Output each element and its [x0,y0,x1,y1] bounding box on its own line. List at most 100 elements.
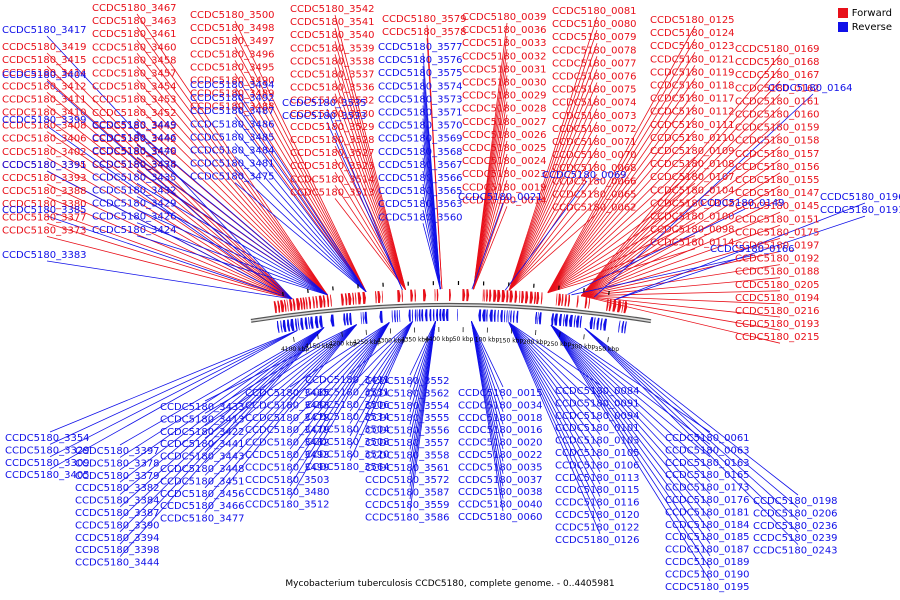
gene-label: CCDC5180_3487 [190,106,275,117]
forward-gene-arrow [588,296,591,309]
gene-label: CCDC5180_0162 [735,83,820,94]
gene-label: CCDC5180_0074 [552,98,637,109]
reverse-gene-arrow [512,310,515,323]
gene-label: CCDC5180_3512 [245,500,330,511]
gene-label: CCDC5180_0076 [552,72,637,83]
gene-label: CCDC5180_3419 [2,42,87,53]
forward-gene-arrow [410,289,414,302]
leader-line [46,65,293,300]
gene-label: CCDC5180_0126 [555,535,640,546]
leader-line [204,324,357,414]
leader-line [136,13,328,296]
leader-line [581,120,781,297]
forward-gene-arrow [381,290,383,303]
reverse-gene-arrow [319,315,323,328]
leader-line [547,156,696,294]
gene-label: CCDC5180_3559 [365,500,450,511]
leader-line [119,327,325,533]
leader-line [234,169,367,293]
leader-line [409,320,436,425]
gene-label: CCDC5180_3448 [160,464,245,475]
gene-label: CCDC5180_0036 [462,25,547,36]
leader-line [289,322,390,462]
reverse-gene-arrow [579,315,582,328]
leader-line [471,202,504,290]
gene-label: CCDC5180_0111 [650,120,735,131]
leader-line [409,320,436,413]
tick-label: 300 kbp [571,343,596,350]
leader-line [550,324,711,495]
reverse-gene-arrow [310,316,314,329]
gene-label: CCDC5180_0022 [458,450,543,461]
gene-label: CCDC5180_3377 [2,212,87,223]
gene-label: CCDC5180_3441 [160,439,245,450]
leader-line [349,321,413,424]
reverse-gene-arrow [493,309,496,322]
leader-line [136,143,328,296]
reverse-gene-arrow [330,314,335,327]
leader-line [508,322,601,485]
gene-label: CCDC5180_0031 [462,64,547,75]
gene-label: CCDC5180_0195 [665,582,750,593]
gene-label: CCDC5180_0215 [735,332,820,343]
gene-label: CCDC5180_0080 [552,19,637,30]
leader-line [550,324,711,458]
gene-label: CCDC5180_0077 [552,58,637,69]
leader-line [473,193,508,290]
gene-label: CCDC5180_3329 [5,445,90,456]
gene-label: CCDC5180_3499 [245,462,330,473]
leader-line [136,183,328,296]
leader-line [136,196,328,296]
gene-label: CCDC5180_0173 [665,483,750,494]
reverse-gene-arrow [516,310,519,323]
gene-label: CCDC5180_3454 [92,82,177,93]
gene-label: CCDC5180_0185 [665,532,750,543]
gene-label: CCDC5180_3411 [2,94,87,105]
leader-line [473,101,508,290]
leader-line [422,210,441,290]
gene-label: CCDC5180_3433 [160,402,245,413]
gene-label: CCDC5180_3395 [2,160,87,171]
gene-label: CCDC5180_3520 [305,449,390,460]
forward-gene-arrow [377,290,381,304]
reverse-gene-arrow [593,317,596,330]
gene-label: CCDC5180_3554 [365,401,450,412]
leader-line [334,41,406,290]
gene-label: CCDC5180_3467 [92,3,177,14]
gene-label: CCDC5180_0147 [735,188,820,199]
tick-label: 100 kbp [475,337,500,344]
gene-label: CCDC5180_0164 [768,83,853,94]
forward-gene-arrow [299,297,303,310]
leader-line [334,119,406,290]
leader-line [289,322,390,450]
reverse-gene-arrow [414,309,417,322]
leader-line [349,321,413,461]
gene-label: CCDC5180_3496 [190,49,275,60]
gene-label: CCDC5180_3560 [378,212,463,223]
legend-reverse-swatch [837,22,848,32]
leader-line [581,133,781,297]
gene-label: CCDC5180_3404 [2,70,87,81]
gene-label: CCDC5180_0123 [650,41,735,52]
gene-label: CCDC5180_0110 [650,133,735,144]
gene-label: CCDC5180_0165 [665,470,750,481]
leader-line [289,322,390,499]
gene-label: CCDC5180_3484 [190,146,275,157]
gene-label: CCDC5180_3514 [290,174,375,185]
reverse-gene-arrow [563,314,565,327]
gene-label: CCDC5180_3557 [365,438,450,449]
legend-reverse-label: Reverse [851,21,892,33]
gene-label: CCDC5180_0105 [555,448,640,459]
gene-label: CCDC5180_3578 [382,27,467,38]
reverse-gene-arrow [276,320,280,333]
leader-line [46,35,293,300]
leader-line [580,54,781,297]
gene-label: CCDC5180_0196 [820,192,900,203]
leader-line [508,173,598,291]
legend: Forward Reverse [837,6,892,34]
tick-label: 150 kbp [499,338,524,345]
gene-label: CCDC5180_3500 [190,10,275,21]
leader-line [471,321,504,512]
leader-line [473,206,508,290]
gene-label: CCDC5180_3440 [92,146,177,157]
